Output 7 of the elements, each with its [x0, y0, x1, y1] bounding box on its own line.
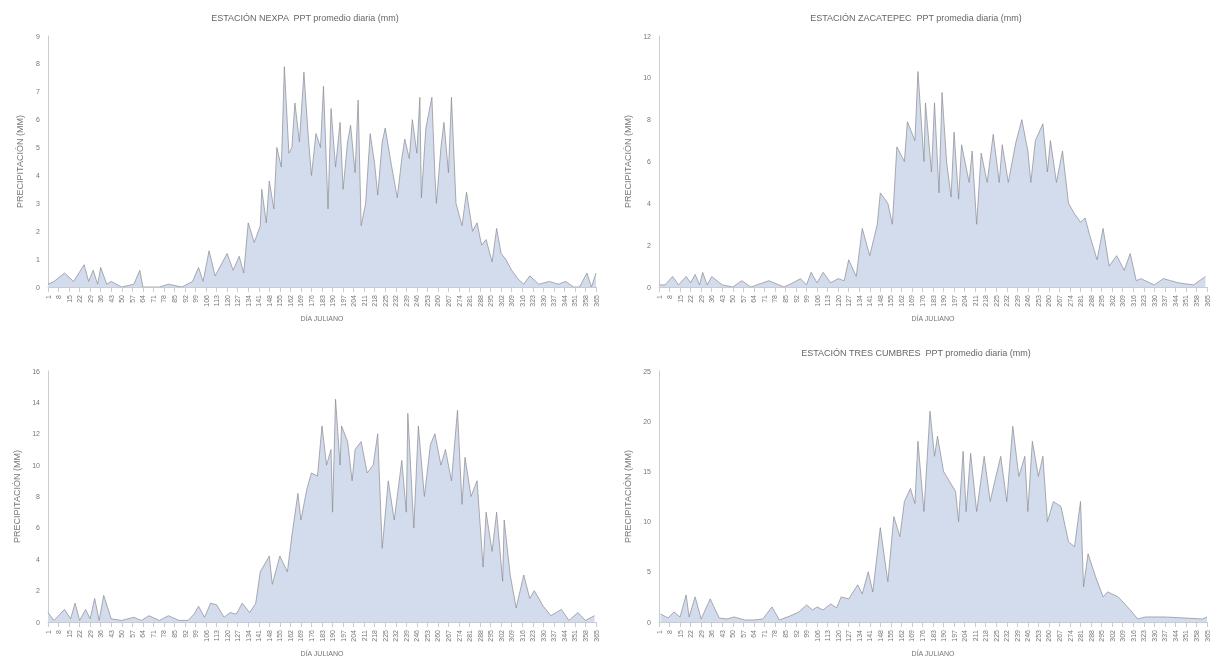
chart-title: ESTACIÓN ZACATEPEC PPT promedia diaria (mm): [810, 12, 1022, 23]
y-axis-title: PRECIPITACIÓN (MM): [622, 450, 633, 543]
chart-title: ESTACIÓN TRES CUMBRES PPT promedio diaria (mm): [801, 347, 1031, 358]
y-axis-title: PRECIPITACIÓN (MM): [14, 115, 25, 208]
y-axis-title: PRECIPITACIÓN (MM): [622, 115, 633, 208]
chart-title: ESTACIÓN NEXPA PPT promedio diaria (mm): [211, 12, 399, 23]
y-axis-title: PRECIPITACIÓN (MM): [11, 450, 22, 543]
